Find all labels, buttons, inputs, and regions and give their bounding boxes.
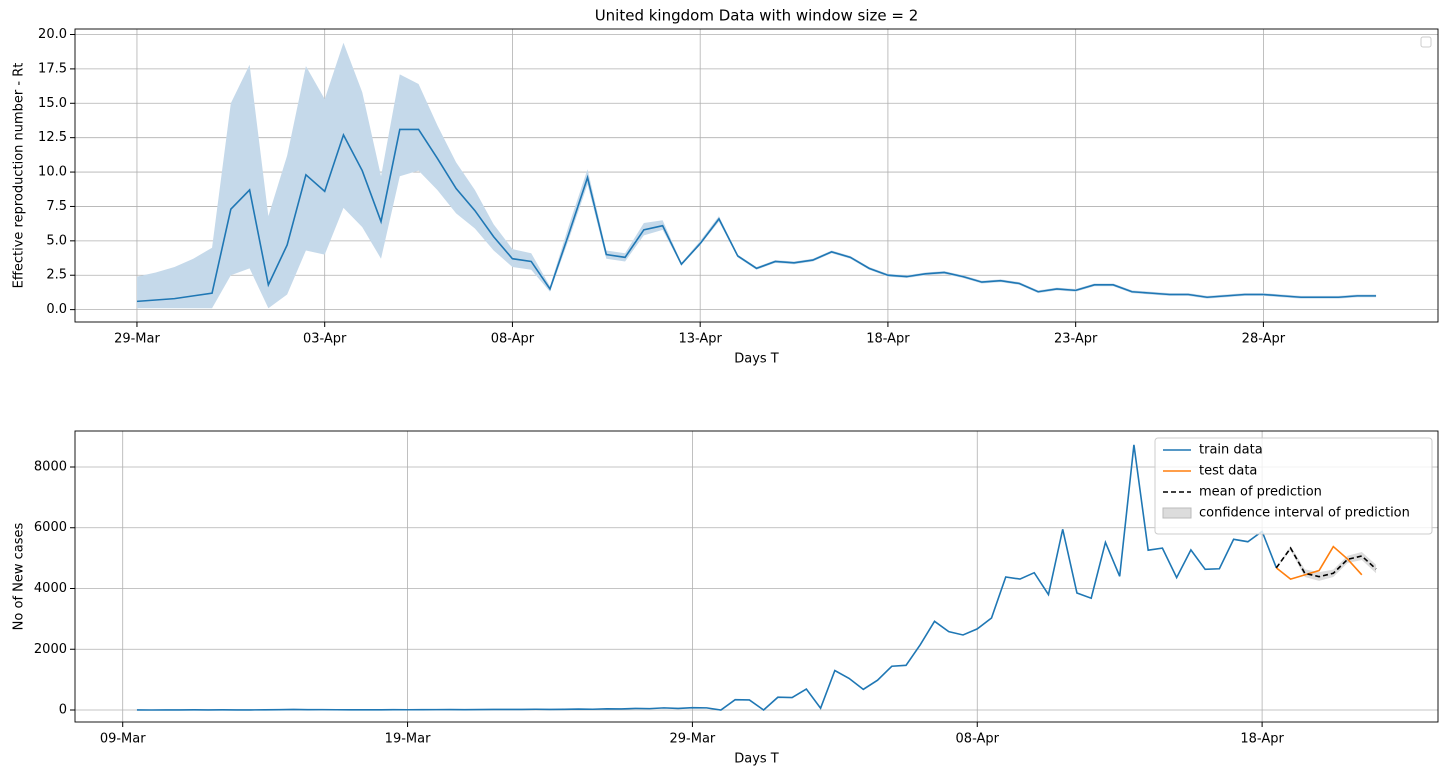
y-tick-label: 15.0 bbox=[38, 96, 67, 111]
y-tick-label: 6000 bbox=[34, 520, 67, 535]
x-tick-label: 08-Apr bbox=[491, 332, 535, 347]
chart-title: United kingdom Data with window size = 2 bbox=[595, 7, 919, 25]
legend-label: train data bbox=[1199, 443, 1263, 458]
x-tick-label: 03-Apr bbox=[303, 332, 347, 347]
x-tick-label: 29-Mar bbox=[114, 332, 160, 347]
x-tick-label: 18-Apr bbox=[866, 332, 910, 347]
y-tick-label: 10.0 bbox=[38, 165, 67, 180]
y-tick-label: 0.0 bbox=[46, 302, 67, 317]
x-tick-label: 28-Apr bbox=[1242, 332, 1286, 347]
axes-frame bbox=[74, 430, 1439, 723]
x-tick-label: 13-Apr bbox=[678, 332, 722, 347]
x-tick-label: 23-Apr bbox=[1054, 332, 1098, 347]
series-line bbox=[1275, 546, 1377, 578]
legend-box bbox=[1420, 36, 1432, 48]
y-tick-label: 4000 bbox=[34, 581, 67, 596]
confidence-band bbox=[1276, 545, 1377, 581]
series-line bbox=[136, 128, 1377, 303]
legend-swatch bbox=[1162, 507, 1192, 519]
y-axis-label: No of New cases bbox=[12, 522, 27, 630]
confidence-band bbox=[136, 42, 1377, 309]
legend-label: mean of prediction bbox=[1199, 485, 1322, 500]
legend-label: test data bbox=[1199, 464, 1257, 479]
series-line bbox=[1275, 545, 1363, 580]
y-tick-label: 17.5 bbox=[38, 61, 67, 76]
y-tick-label: 2.5 bbox=[46, 268, 67, 283]
legend-box bbox=[1154, 437, 1433, 535]
y-tick-label: 20.0 bbox=[38, 27, 67, 42]
y-tick-label: 5.0 bbox=[46, 233, 67, 248]
x-tick-label: 19-Mar bbox=[385, 732, 431, 747]
x-tick-label: 18-Apr bbox=[1240, 732, 1284, 747]
x-tick-label: 09-Mar bbox=[100, 732, 146, 747]
series-line bbox=[136, 444, 1278, 712]
y-tick-label: 0 bbox=[59, 703, 67, 718]
y-tick-label: 12.5 bbox=[38, 130, 67, 145]
y-tick-label: 8000 bbox=[34, 459, 67, 474]
axes-frame bbox=[74, 28, 1439, 323]
y-tick-label: 7.5 bbox=[46, 199, 67, 214]
x-axis-label: Days T bbox=[734, 352, 779, 367]
x-tick-label: 29-Mar bbox=[670, 732, 716, 747]
x-axis-label: Days T bbox=[734, 752, 779, 767]
x-tick-label: 08-Apr bbox=[956, 732, 1000, 747]
y-axis-label: Effective reproduction number - Rt bbox=[12, 63, 27, 289]
legend-label: confidence interval of prediction bbox=[1199, 506, 1410, 521]
y-tick-label: 2000 bbox=[34, 642, 67, 657]
